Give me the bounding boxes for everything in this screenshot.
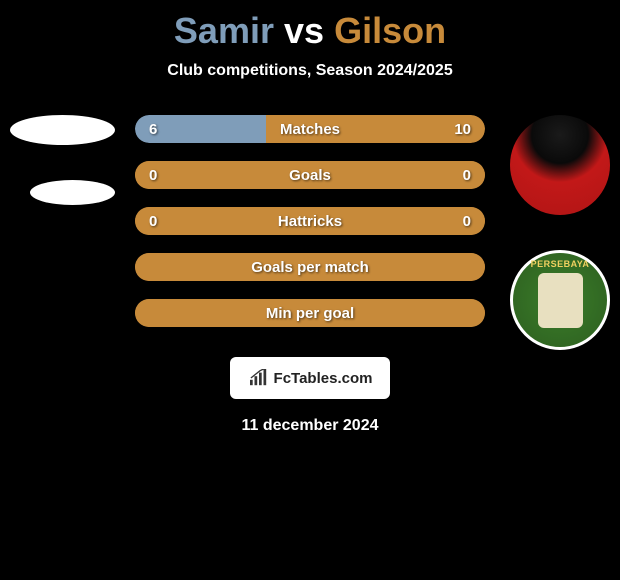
stat-bar: Min per goal	[135, 299, 485, 327]
stat-label: Hattricks	[135, 213, 485, 230]
player1-club-placeholder	[30, 180, 115, 205]
player1-name: Samir	[174, 10, 274, 51]
brand-icon	[248, 369, 270, 387]
player1-avatar-column	[10, 115, 115, 205]
stat-label: Matches	[135, 121, 485, 138]
club-badge-inner	[538, 273, 583, 328]
stats-bars: 610Matches 00Goals 00Hattricks Goals per ma…	[135, 115, 485, 327]
stat-label: Goals	[135, 167, 485, 184]
player2-avatar-column	[510, 115, 610, 350]
player2-name: Gilson	[334, 10, 446, 51]
vs-text: vs	[284, 10, 324, 51]
stat-bar: 00Goals	[135, 161, 485, 189]
player2-photo	[510, 115, 610, 215]
brand-text: FcTables.com	[274, 370, 373, 387]
stat-bar: Goals per match	[135, 253, 485, 281]
stats-area: 610Matches 00Goals 00Hattricks Goals per ma…	[0, 115, 620, 327]
stat-bar: 610Matches	[135, 115, 485, 143]
date: 11 december 2024	[0, 417, 620, 435]
stat-bar: 00Hattricks	[135, 207, 485, 235]
stat-label: Goals per match	[135, 259, 485, 276]
subtitle: Club competitions, Season 2024/2025	[0, 62, 620, 80]
brand-box: FcTables.com	[230, 357, 390, 399]
player2-club-badge	[510, 250, 610, 350]
player1-avatar-placeholder	[10, 115, 115, 145]
stat-label: Min per goal	[135, 305, 485, 322]
comparison-title: Samir vs Gilson	[0, 0, 620, 52]
